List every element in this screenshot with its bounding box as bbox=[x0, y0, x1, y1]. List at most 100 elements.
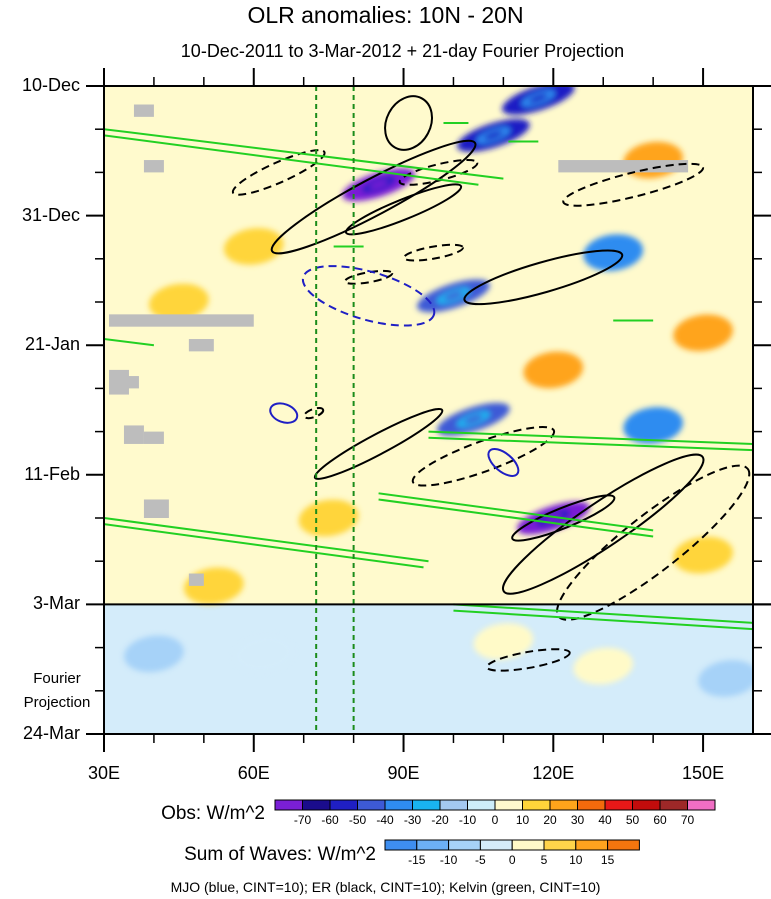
waves-colorbar-tick-0: -15 bbox=[408, 853, 426, 867]
anomaly-cell-15 bbox=[223, 228, 284, 265]
projection-background bbox=[104, 604, 753, 734]
missing-data-box-4 bbox=[118, 376, 139, 389]
anomaly-cell-13 bbox=[673, 536, 733, 574]
obs-colorbar-swatch-10 bbox=[549, 799, 578, 811]
waves-colorbar-swatch-7 bbox=[607, 839, 640, 851]
er-contour-neg-8 bbox=[485, 648, 571, 672]
waves-colorbar-tick-2: -5 bbox=[475, 853, 486, 867]
missing-data-box-10 bbox=[558, 160, 689, 173]
kelvin-contour-5b bbox=[453, 609, 753, 631]
waves-colorbar-swatch-4 bbox=[511, 839, 545, 851]
obs-colorbar-swatch-6 bbox=[439, 799, 468, 811]
y-tick-label-5: 24-Mar bbox=[22, 723, 80, 743]
mjo-contour-2 bbox=[487, 447, 520, 477]
obs-colorbar-swatch-15 bbox=[687, 799, 716, 811]
anomaly-cell-19 bbox=[698, 660, 753, 697]
waves-colorbar-tick-1: -10 bbox=[439, 853, 458, 867]
chart-title: OLR anomalies: 10N - 20N bbox=[247, 2, 524, 28]
kelvin-contour-1 bbox=[104, 128, 504, 180]
contour-legend-footer: MJO (blue, CINT=10); ER (black, CINT=10)… bbox=[170, 879, 601, 895]
er-contour-6 bbox=[511, 494, 616, 542]
waves-colorbar-swatch-5 bbox=[543, 839, 577, 851]
anomaly-field bbox=[124, 86, 753, 697]
anomaly-cell-6 bbox=[623, 407, 683, 444]
waves-colorbar-swatch-2 bbox=[448, 839, 481, 851]
waves-colorbar-tick-4: 5 bbox=[540, 853, 548, 867]
obs-colorbar-tick-5: -20 bbox=[431, 813, 449, 827]
er-contour-5 bbox=[501, 453, 705, 595]
obs-colorbar-tick-7: 0 bbox=[491, 813, 499, 827]
obs-colorbar-tick-4: -30 bbox=[403, 813, 422, 827]
er-contour-neg-7 bbox=[556, 464, 751, 621]
kelvin-contour-3b bbox=[378, 498, 654, 538]
y-tick-label-3: 11-Feb bbox=[24, 463, 80, 484]
kelvin-contour-2b bbox=[104, 523, 424, 569]
anomaly-peak-2 bbox=[463, 414, 483, 424]
y-tick-label-0: 10-Dec bbox=[21, 75, 80, 95]
er-contour-4 bbox=[313, 408, 444, 480]
fourier-label-line1: Fourier bbox=[33, 670, 81, 687]
obs-colorbar-swatch-7 bbox=[467, 799, 496, 811]
anomaly-peak-7 bbox=[528, 93, 548, 103]
er-contour-2 bbox=[344, 183, 463, 236]
anomaly-cell-5 bbox=[583, 234, 644, 271]
er-contour-neg-9 bbox=[303, 407, 325, 420]
waves-colorbar-swatch-1 bbox=[416, 839, 450, 851]
fourier-label-line2: Projection bbox=[23, 694, 91, 711]
obs-colorbar-tick-11: 40 bbox=[598, 813, 612, 827]
x-tick-label-0: 30E bbox=[87, 763, 121, 783]
waves-colorbar-swatch-3 bbox=[479, 839, 513, 851]
obs-colorbar-tick-0: -70 bbox=[293, 813, 312, 827]
anomaly-cell-18 bbox=[124, 635, 184, 673]
anomaly-cell-10 bbox=[673, 314, 733, 352]
waves-colorbar-tick-3: 0 bbox=[508, 853, 516, 867]
obs-colorbar-swatch-9 bbox=[522, 799, 551, 811]
obs-colorbar-swatch-0 bbox=[274, 799, 303, 811]
anomaly-cell-17 bbox=[473, 623, 534, 660]
obs-colorbar-swatch-2 bbox=[329, 799, 358, 811]
obs-colorbar-tick-2: -50 bbox=[348, 813, 367, 827]
anomaly-peak-4 bbox=[444, 291, 463, 301]
x-tick-label-3: 120E bbox=[532, 763, 575, 783]
anomaly-cell-20 bbox=[233, 635, 294, 673]
anomaly-peak-1 bbox=[543, 513, 563, 523]
obs-colorbar-tick-8: 10 bbox=[515, 813, 530, 827]
kelvin-contour-3 bbox=[378, 492, 654, 532]
obs-colorbar-swatch-13 bbox=[632, 799, 661, 811]
kelvin-contour-4 bbox=[428, 430, 753, 445]
mjo-contour-1 bbox=[269, 402, 299, 424]
missing-data-box-2 bbox=[143, 160, 164, 173]
missing-data-box-0 bbox=[108, 314, 254, 327]
er-contour-7 bbox=[384, 95, 433, 151]
obs-colorbar-tick-10: 30 bbox=[570, 813, 585, 827]
obs-colorbar-tick-3: -40 bbox=[376, 813, 394, 827]
y-tick-label-4: 3-Mar bbox=[32, 593, 80, 614]
anomaly-peak-0 bbox=[369, 180, 389, 190]
er-contour-neg-6 bbox=[411, 426, 556, 487]
obs-colorbar-swatch-8 bbox=[494, 799, 523, 811]
missing-data-box-5 bbox=[123, 425, 144, 444]
obs-colorbar-swatch-12 bbox=[604, 799, 633, 811]
y-tick-label-1: 31-Dec bbox=[21, 204, 80, 225]
kelvin-contour-2 bbox=[104, 517, 429, 563]
anomaly-peak-3 bbox=[483, 130, 503, 140]
obs-colorbar-tick-13: 60 bbox=[653, 813, 667, 827]
er-contour-neg-1 bbox=[231, 149, 326, 196]
x-tick-label-2: 90E bbox=[387, 763, 420, 783]
er-contour-1 bbox=[270, 139, 477, 255]
obs-colorbar-tick-6: -10 bbox=[458, 813, 477, 827]
waves-colorbar-swatch-6 bbox=[575, 839, 609, 851]
obs-colorbar-swatch-5 bbox=[412, 799, 441, 811]
y-tick-label-2: 21-Jan bbox=[24, 334, 80, 355]
missing-data-box-9 bbox=[188, 573, 204, 586]
waves-colorbar-title: Sum of Waves: W/m^2 bbox=[184, 844, 376, 865]
anomaly-cell-16 bbox=[573, 647, 634, 685]
er-contour-3 bbox=[463, 249, 624, 306]
mjo-contour-neg-1 bbox=[301, 265, 436, 327]
x-tick-label-1: 60E bbox=[237, 763, 270, 783]
anomaly-cell-11 bbox=[149, 283, 209, 321]
obs-colorbar-tick-9: 20 bbox=[543, 813, 557, 827]
kelvin-contour-4b bbox=[428, 436, 753, 452]
missing-data-box-1 bbox=[133, 104, 154, 117]
